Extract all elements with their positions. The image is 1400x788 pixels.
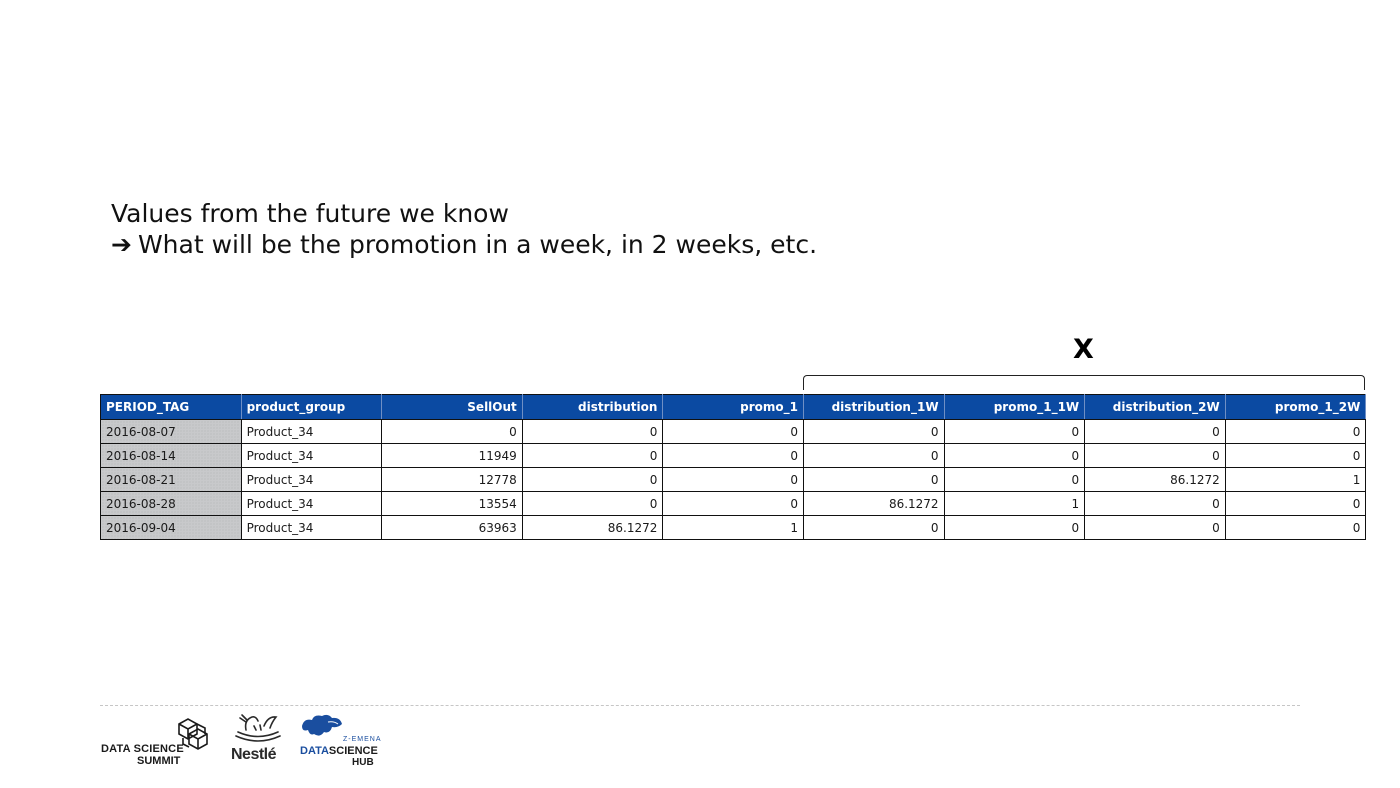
- column-header: SellOut: [381, 394, 523, 420]
- table-row: 2016-08-07 Product_34 0 0 0 0 0 0 0: [100, 419, 1367, 444]
- table-cell: 0: [1224, 515, 1367, 540]
- table-cell: 1: [943, 491, 1086, 516]
- column-header: PERIOD_TAG: [100, 394, 242, 420]
- table-cell: 0: [1224, 419, 1367, 444]
- column-header: product_group: [240, 394, 383, 420]
- table-cell: 0: [521, 419, 664, 444]
- table-cell: Product_34: [240, 419, 383, 444]
- hub-logo-data: DATA: [300, 745, 329, 757]
- table-cell: 11949: [381, 443, 523, 468]
- bracket-label: X: [1073, 334, 1094, 365]
- table-cell: 1: [1224, 467, 1367, 492]
- table-header-row: PERIOD_TAG product_group SellOut distrib…: [100, 394, 1367, 420]
- nestle-logo: Nestlé: [230, 712, 286, 768]
- table-cell: 2016-08-07: [100, 419, 242, 444]
- table-cell: 86.1272: [802, 491, 945, 516]
- table-cell: 86.1272: [1084, 467, 1226, 492]
- arrow-icon: ➔: [111, 230, 132, 259]
- hub-logo-top-text: Z-EMENA: [343, 736, 382, 743]
- data-science-summit-logo: DATA SCIENCE SUMMIT: [101, 712, 217, 768]
- table-cell: 0: [802, 443, 945, 468]
- column-header: distribution_2W: [1084, 394, 1226, 420]
- table-cell: 0: [521, 467, 664, 492]
- table-cell: 0: [381, 419, 523, 444]
- heading-line-1: Values from the future we know: [111, 199, 509, 228]
- bird-nest-icon: [235, 714, 281, 742]
- slide-heading: Values from the future we know ➔ What wil…: [111, 198, 817, 260]
- table-cell: 2016-08-21: [100, 467, 242, 492]
- dss-logo-text-1: DATA SCIENCE: [101, 743, 184, 755]
- table-cell: 63963: [381, 515, 523, 540]
- table-cell: 0: [943, 443, 1086, 468]
- table-cell: 0: [1084, 443, 1226, 468]
- data-table: PERIOD_TAG product_group SellOut distrib…: [100, 394, 1367, 540]
- table-cell: 0: [802, 467, 945, 492]
- table-cell: Product_34: [240, 491, 383, 516]
- europe-map-icon: [302, 714, 342, 736]
- table-cell: 0: [1084, 515, 1226, 540]
- table-cell: Product_34: [240, 515, 383, 540]
- table-cell: 0: [662, 419, 804, 444]
- z-emena-hub-logo: Z-EMENA DATASCIENCE HUB: [298, 712, 382, 768]
- table-cell: 13554: [381, 491, 523, 516]
- table-cell: 0: [1224, 491, 1367, 516]
- table-cell: 12778: [381, 467, 523, 492]
- table-row: 2016-08-28 Product_34 13554 0 0 86.1272 …: [100, 491, 1367, 516]
- column-header: promo_1_2W: [1224, 394, 1367, 420]
- table-cell: 0: [802, 419, 945, 444]
- table-cell: 0: [521, 491, 664, 516]
- column-header: promo_1_1W: [943, 394, 1086, 420]
- table-cell: 0: [662, 467, 804, 492]
- table-cell: 0: [662, 491, 804, 516]
- table-cell: 0: [662, 443, 804, 468]
- column-header: distribution: [521, 394, 664, 420]
- table-cell: 0: [1224, 443, 1367, 468]
- cube-icon: [178, 718, 208, 750]
- table-cell: 1: [662, 515, 804, 540]
- heading-line-2-text: What will be the promotion in a week, in…: [137, 230, 818, 259]
- footer-divider: [100, 705, 1300, 706]
- table-cell: Product_34: [240, 467, 383, 492]
- hub-logo-science: SCIENCE: [328, 745, 378, 757]
- table-cell: 0: [521, 443, 664, 468]
- dss-logo-text-2: SUMMIT: [137, 755, 181, 767]
- table-cell: 2016-08-28: [100, 491, 242, 516]
- hub-logo-main-text: DATASCIENCE: [300, 745, 378, 757]
- table-cell: 0: [943, 419, 1086, 444]
- table-cell: Product_34: [240, 443, 383, 468]
- nestle-logo-text: Nestlé: [231, 746, 277, 763]
- table-row: 2016-08-21 Product_34 12778 0 0 0 0 86.1…: [100, 467, 1367, 492]
- table-cell: 86.1272: [521, 515, 664, 540]
- heading-line-2: ➔ What will be the promotion in a week, i…: [111, 229, 817, 260]
- table-cell: 0: [943, 467, 1086, 492]
- table-cell: 2016-08-14: [100, 443, 242, 468]
- table-cell: 0: [1084, 491, 1226, 516]
- table-cell: 2016-09-04: [100, 515, 242, 540]
- table-cell: 0: [802, 515, 945, 540]
- hub-logo-bottom-text: HUB: [352, 757, 374, 768]
- table-cell: 0: [943, 515, 1086, 540]
- feature-bracket: [803, 375, 1365, 390]
- table-row: 2016-09-04 Product_34 63963 86.1272 1 0 …: [100, 515, 1367, 540]
- column-header: distribution_1W: [802, 394, 945, 420]
- table-cell: 0: [1084, 419, 1226, 444]
- column-header: promo_1: [662, 394, 804, 420]
- table-row: 2016-08-14 Product_34 11949 0 0 0 0 0 0: [100, 443, 1367, 468]
